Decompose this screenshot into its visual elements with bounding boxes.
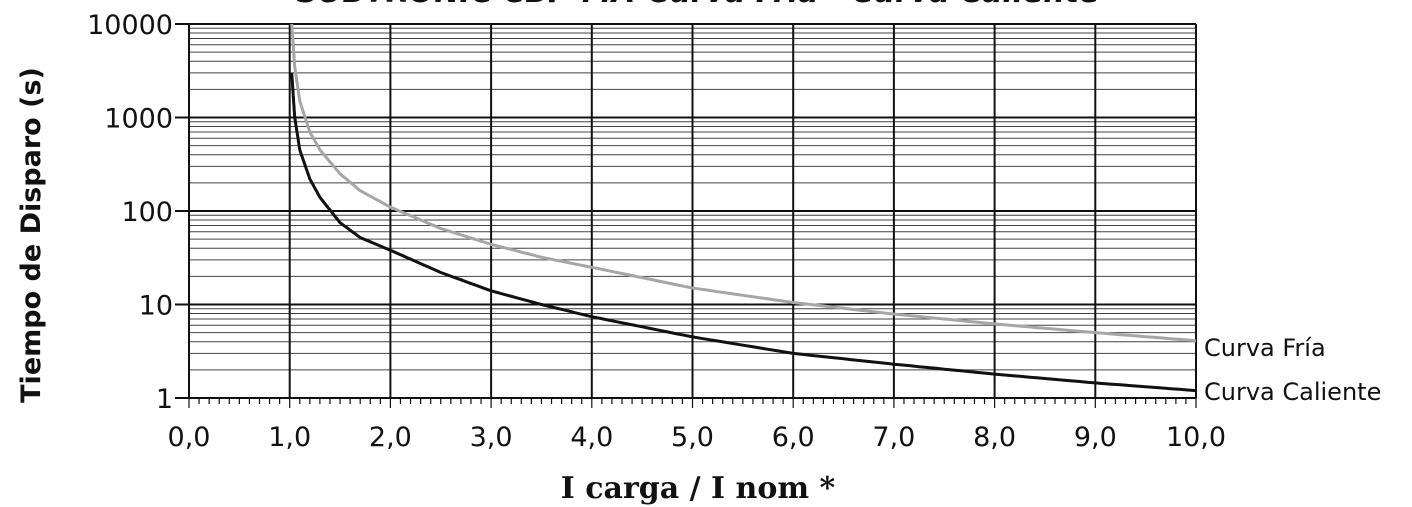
series-labels: Curva Fría Curva Caliente	[1204, 334, 1381, 406]
x-axis-label: I carga / I nom *	[561, 471, 836, 506]
y-tick-labels: 1 10 100 1000 10000	[87, 10, 173, 415]
series-label-cold: Curva Fría	[1204, 334, 1326, 362]
x-tick-label: 6,0	[772, 422, 815, 453]
chart-title: SUBTRONIC CBP-MA-Curva Fria - Curva Cali…	[297, 0, 1100, 10]
y-tick-label: 1	[156, 384, 173, 415]
x-tick-labels: 0,0 1,0 2,0 3,0 4,0 5,0 6,0 7,0 8,0 9,0 10,0	[168, 422, 1227, 453]
x-tick-label: 1,0	[268, 422, 311, 453]
series-line-hot	[290, 72, 1197, 393]
x-tick-label: 9,0	[1074, 422, 1117, 453]
x-tick-label: 5,0	[671, 422, 714, 453]
y-tick-label: 1000	[104, 104, 173, 135]
major-grid	[175, 23, 1197, 399]
y-axis-label: Tiempo de Disparo (s)	[16, 67, 47, 403]
y-tick-label: 10	[139, 291, 173, 322]
x-tick-label: 7,0	[872, 422, 915, 453]
x-tick-label: 0,0	[168, 422, 211, 453]
x-tick-label: 3,0	[470, 422, 513, 453]
series-line-cold	[290, 23, 1197, 343]
x-tick-label: 4,0	[570, 422, 613, 453]
y-tick-label: 100	[121, 197, 173, 228]
y-tick-label: 10000	[87, 10, 173, 41]
x-tick-label: 10,0	[1166, 422, 1226, 453]
x-tick-label: 2,0	[369, 422, 412, 453]
series-lines	[290, 23, 1197, 393]
axes	[188, 24, 1197, 408]
series-label-hot: Curva Caliente	[1204, 378, 1381, 406]
x-tick-label: 8,0	[973, 422, 1016, 453]
